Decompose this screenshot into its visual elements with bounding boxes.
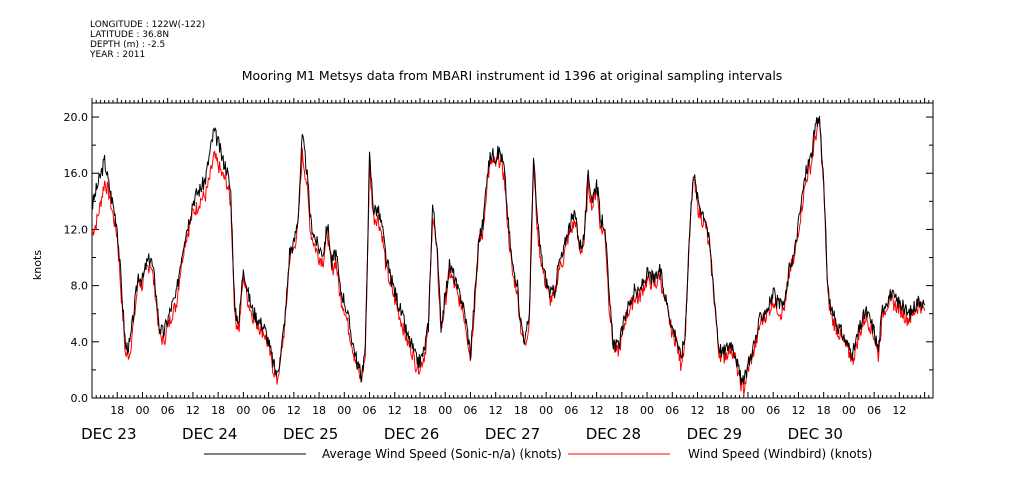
depth-label: DEPTH (m) : -2.5 [90, 40, 166, 50]
x-tick-label: 18 [716, 404, 730, 417]
y-tick-label: 4.0 [71, 336, 89, 349]
mooring-metadata: LONGITUDE : 122W(-122) LATITUDE : 36.8N … [90, 20, 205, 60]
plot-frame [91, 102, 934, 399]
x-tick-label: 06 [463, 404, 477, 417]
y-tick-label: 12.0 [64, 223, 89, 236]
series-line-sonic [91, 115, 926, 385]
series-line-windbird [91, 119, 926, 396]
day-label: DEC 30 [788, 425, 843, 443]
x-tick-label: 18 [817, 404, 831, 417]
x-tick-label: 06 [262, 404, 276, 417]
x-tick-label: 06 [564, 404, 578, 417]
x-tick-label: 00 [135, 404, 149, 417]
x-tick-label: 06 [363, 404, 377, 417]
x-tick-label: 00 [640, 404, 654, 417]
axis-ticks: 0.0 4.0 8.0 12.0 16.0 20.0 18 00 06 12 18 00 06 12 18 0… [64, 98, 934, 443]
x-tick-label: 00 [539, 404, 553, 417]
y-tick-label: 8.0 [71, 280, 89, 293]
x-tick-label: 18 [110, 404, 124, 417]
y-axis-label: knots [31, 250, 44, 280]
day-label: DEC 25 [283, 425, 338, 443]
year-label: YEAR : 2011 [90, 50, 146, 60]
plot-border [91, 102, 934, 399]
day-label: DEC 28 [586, 425, 641, 443]
x-tick-label: 18 [312, 404, 326, 417]
legend: Average Wind Speed (Sonic-n/a) (knots) Wi… [204, 447, 872, 461]
chart-title: Mooring M1 Metsys data from MBARI instru… [242, 68, 783, 83]
latitude-label: LATITUDE : 36.8N [90, 30, 170, 40]
longitude-label: LONGITUDE : 122W(-122) [90, 20, 206, 30]
x-tick-label: 12 [590, 404, 604, 417]
y-tick-label: 0.0 [71, 392, 89, 405]
x-tick-label: 18 [514, 404, 528, 417]
day-label: DEC 24 [182, 425, 237, 443]
x-tick-label: 12 [791, 404, 805, 417]
legend-label-windbird: Wind Speed (Windbird) (knots) [688, 447, 872, 461]
x-tick-label: 06 [665, 404, 679, 417]
x-tick-label: 12 [287, 404, 301, 417]
x-tick-label: 00 [842, 404, 856, 417]
y-tick-label: 16.0 [64, 167, 89, 180]
x-tick-label: 12 [186, 404, 200, 417]
x-tick-label: 00 [337, 404, 351, 417]
legend-label-sonic: Average Wind Speed (Sonic-n/a) (knots) [322, 447, 562, 461]
x-tick-label: 12 [691, 404, 705, 417]
x-tick-label: 06 [161, 404, 175, 417]
x-tick-label: 12 [388, 404, 402, 417]
x-tick-label: 00 [741, 404, 755, 417]
x-tick-label: 18 [413, 404, 427, 417]
x-tick-label: 06 [766, 404, 780, 417]
x-tick-label: 12 [489, 404, 503, 417]
y-tick-label: 20.0 [64, 111, 89, 124]
x-tick-label: 18 [615, 404, 629, 417]
x-tick-label: 12 [892, 404, 906, 417]
x-tick-label: 06 [867, 404, 881, 417]
series-layer [91, 115, 926, 396]
day-label: DEC 26 [384, 425, 439, 443]
day-label: DEC 27 [485, 425, 540, 443]
day-label: DEC 29 [687, 425, 742, 443]
day-label: DEC 23 [81, 425, 136, 443]
x-tick-label: 18 [211, 404, 225, 417]
x-tick-label: 00 [438, 404, 452, 417]
x-tick-label: 00 [236, 404, 250, 417]
